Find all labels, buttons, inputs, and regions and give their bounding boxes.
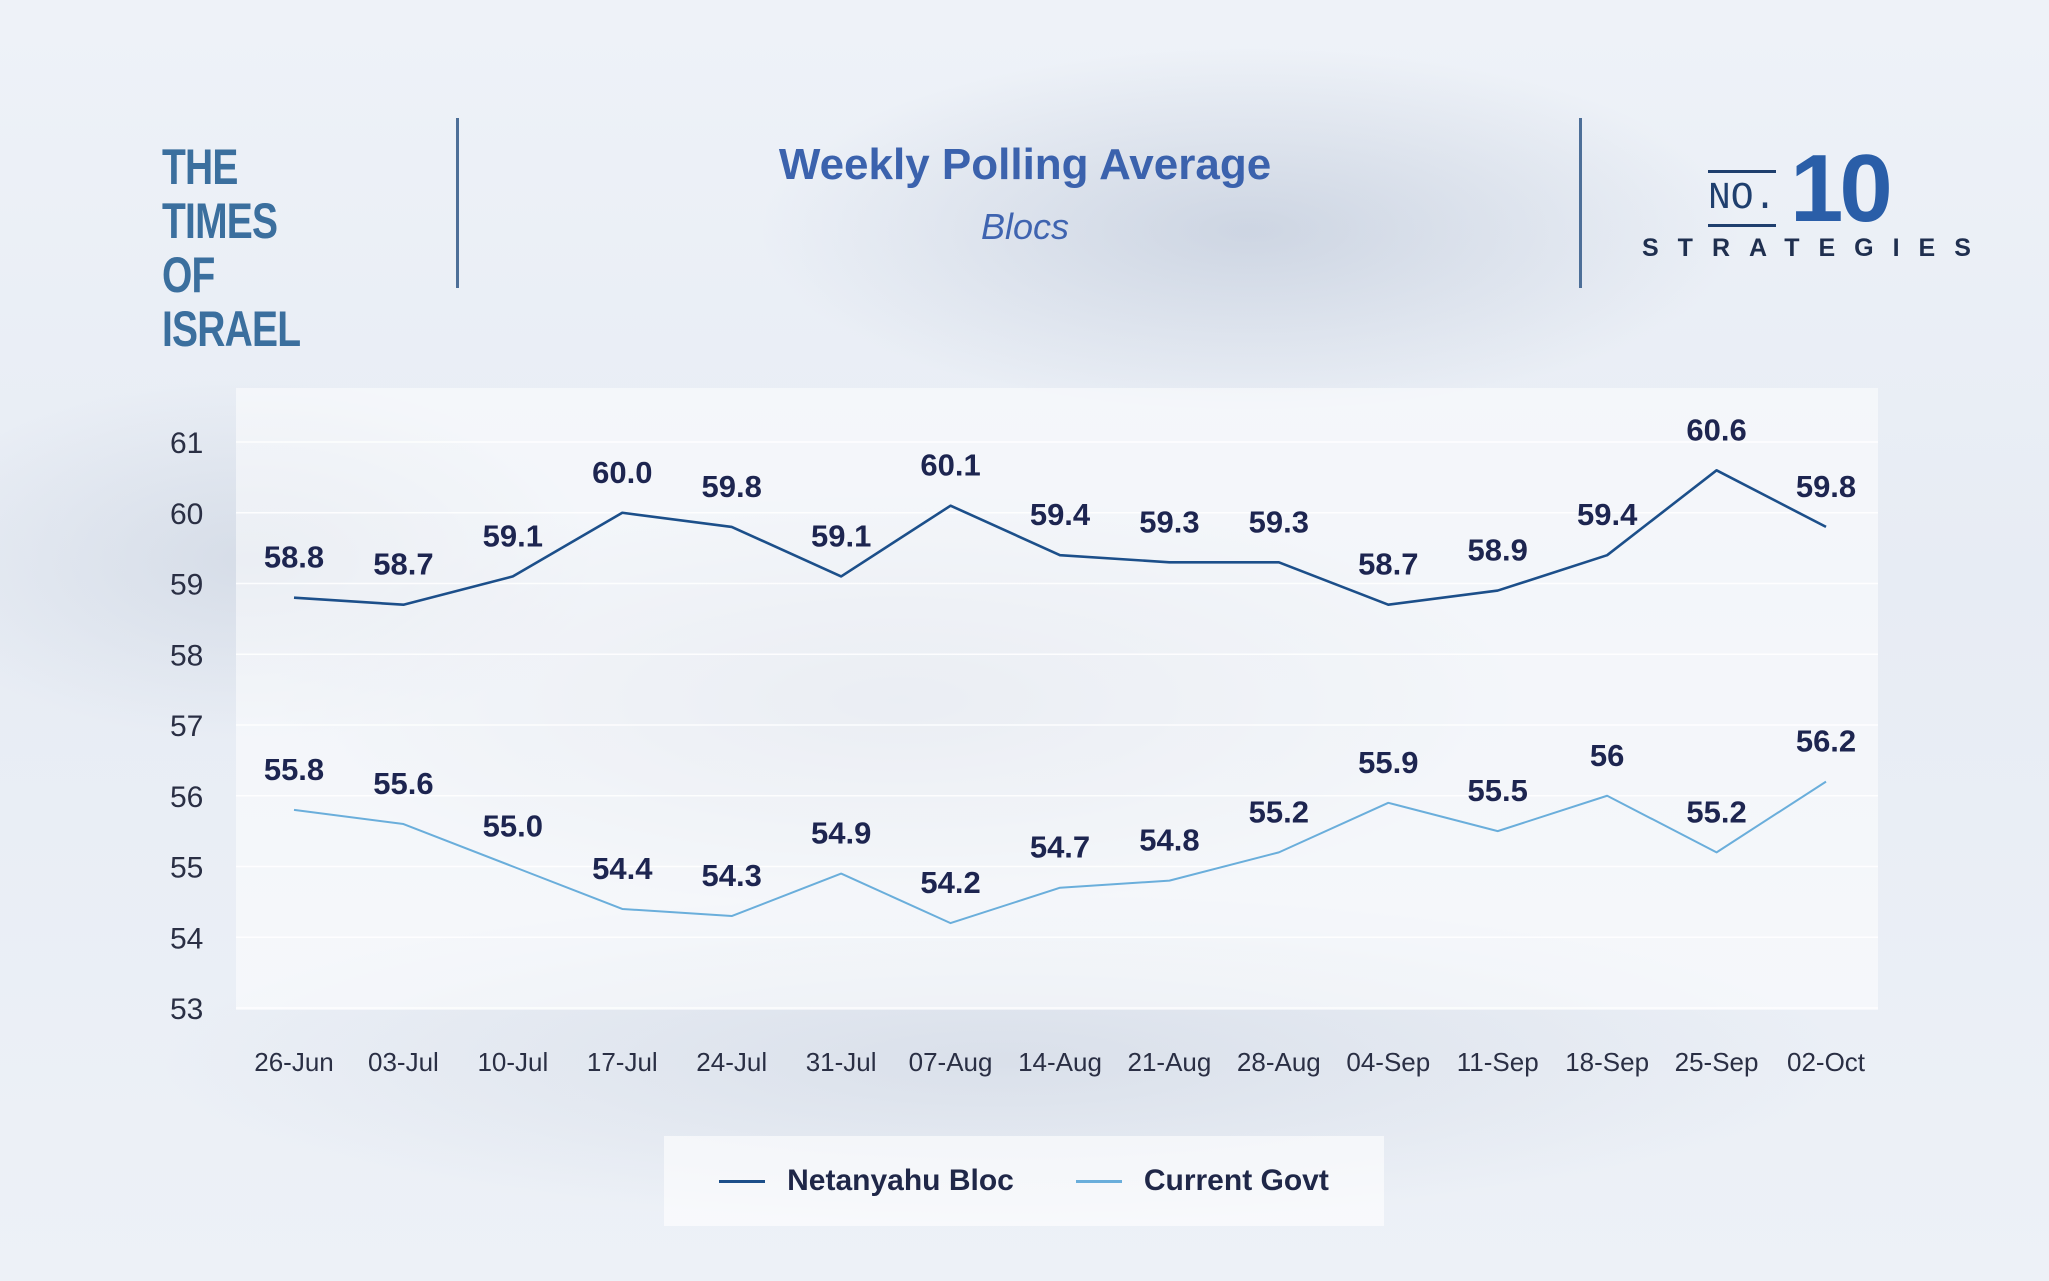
legend: Netanyahu Bloc Current Govt — [664, 1136, 1384, 1226]
header-divider-left — [456, 118, 459, 288]
data-label: 58.7 — [373, 547, 433, 582]
chart-subtitle: Blocs — [980, 206, 1070, 247]
legend-item-netanyahu: Netanyahu Bloc — [719, 1164, 1014, 1198]
logo-left-line2: OF ISRAEL — [162, 247, 301, 357]
x-tick-label: 07-Aug — [909, 1047, 993, 1077]
data-label: 54.4 — [592, 851, 653, 886]
data-label: 60.1 — [920, 448, 980, 483]
data-label: 59.4 — [1577, 497, 1638, 532]
logo-number-text: 10 — [1790, 135, 1893, 242]
y-tick-label: 57 — [170, 710, 203, 743]
data-label: 54.3 — [702, 858, 762, 893]
logo-strategies-text: STRATEGIES — [1642, 234, 1990, 262]
legend-label-current-govt: Current Govt — [1143, 1164, 1329, 1197]
x-tick-label: 02-Oct — [1787, 1047, 1866, 1077]
y-tick-label: 59 — [170, 569, 203, 602]
series-line-netanyahu — [293, 468, 1827, 607]
x-tick-label: 14-Aug — [1018, 1047, 1102, 1077]
x-tick-label: 18-Sep — [1565, 1047, 1649, 1077]
series-line-current-govt — [293, 780, 1827, 925]
logo-left-line1: THE TIMES — [162, 139, 278, 249]
y-tick-label: 61 — [170, 427, 203, 460]
data-label: 56.2 — [1796, 724, 1856, 759]
data-label: 54.9 — [811, 816, 871, 851]
data-label: 59.3 — [1249, 504, 1309, 539]
data-label: 54.7 — [1030, 830, 1090, 865]
x-axis-ticks: 26-Jun 03-Jul 10-Jul 17-Jul 24-Jul 31-Jul 07-A… — [254, 1047, 1866, 1077]
legend-swatch-current-govt — [1075, 1179, 1122, 1183]
data-label: 54.2 — [920, 865, 980, 900]
data-label: 55.8 — [264, 752, 324, 787]
data-label: 59.4 — [1030, 497, 1091, 532]
chart-title: Weekly Polling Average — [778, 140, 1272, 189]
legend-swatch-netanyahu — [719, 1179, 766, 1183]
data-label: 55.5 — [1468, 773, 1528, 808]
x-tick-label: 11-Sep — [1457, 1047, 1539, 1077]
data-label: 59.1 — [483, 518, 543, 553]
header-divider-right — [1579, 118, 1582, 288]
y-tick-label: 53 — [170, 993, 203, 1026]
grid-lines — [236, 441, 1878, 1009]
data-label: 60.0 — [592, 455, 652, 490]
data-labels: 58.8 58.7 59.1 60.0 59.8 59.1 60.1 59.4 59.3 59.3… — [264, 412, 1856, 900]
legend-item-current-govt: Current Govt — [1075, 1164, 1329, 1198]
data-label: 54.8 — [1139, 823, 1199, 858]
y-tick-label: 55 — [170, 852, 203, 885]
legend-label-netanyahu: Netanyahu Bloc — [787, 1164, 1014, 1197]
data-label: 55.2 — [1686, 794, 1746, 829]
x-tick-label: 31-Jul — [806, 1047, 877, 1077]
x-tick-label: 26-Jun — [254, 1047, 334, 1077]
x-tick-label: 28-Aug — [1237, 1047, 1321, 1077]
data-label: 56 — [1590, 738, 1624, 773]
logo-no-text: NO. — [1708, 170, 1777, 227]
no10-strategies-logo: NO. 10 STRATEGIES — [1640, 135, 1985, 272]
data-label: 58.8 — [264, 540, 324, 575]
x-tick-label: 24-Jul — [696, 1047, 767, 1077]
x-tick-label: 10-Jul — [477, 1047, 548, 1077]
data-label: 55.0 — [483, 809, 543, 844]
x-tick-label: 04-Sep — [1346, 1047, 1430, 1077]
plot-area — [236, 388, 1878, 1010]
y-tick-label: 60 — [170, 498, 203, 531]
data-label: 55.6 — [373, 766, 433, 801]
data-label: 59.8 — [1796, 469, 1856, 504]
x-tick-label: 03-Jul — [368, 1047, 439, 1077]
series-lines — [293, 468, 1827, 925]
data-label: 55.2 — [1249, 794, 1309, 829]
x-tick-label: 25-Sep — [1675, 1047, 1759, 1077]
y-axis-ticks: 53 54 55 56 57 58 59 60 61 — [170, 427, 203, 1026]
y-tick-label: 56 — [170, 781, 203, 814]
data-label: 60.6 — [1686, 412, 1746, 447]
data-label: 55.9 — [1358, 745, 1418, 780]
data-label: 59.8 — [702, 469, 762, 504]
x-tick-label: 17-Jul — [587, 1047, 658, 1077]
times-of-israel-logo: THE TIMES OF ISRAEL — [162, 140, 334, 356]
y-tick-label: 58 — [170, 639, 203, 672]
y-tick-label: 54 — [170, 922, 203, 955]
data-label: 59.3 — [1139, 504, 1199, 539]
data-label: 58.7 — [1358, 547, 1418, 582]
data-label: 59.1 — [811, 518, 871, 553]
x-tick-label: 21-Aug — [1128, 1047, 1212, 1077]
data-label: 58.9 — [1468, 533, 1528, 568]
